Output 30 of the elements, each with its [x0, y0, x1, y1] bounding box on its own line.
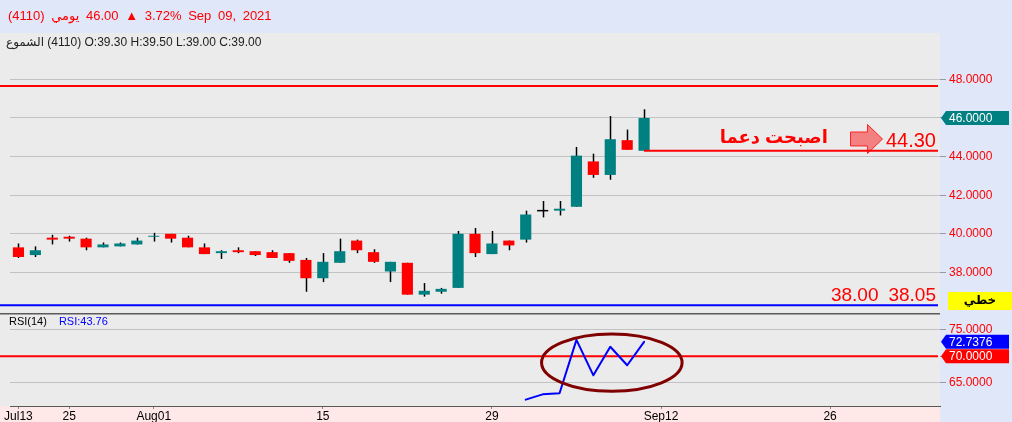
y-tick-label: 48.0000 [949, 71, 993, 86]
y-tick-label: 70.0000 [949, 349, 993, 364]
candlestick [469, 227, 481, 258]
y-tick-label: 38.0000 [949, 264, 993, 279]
chart-subtitle: RSI:43.76 [58, 315, 108, 328]
y-tick-label: 44.0000 [949, 148, 993, 163]
y-tick-label: 40.0000 [949, 226, 993, 241]
x-tick-label: 29 [485, 408, 499, 422]
ref-line-label: 44.30 [885, 128, 936, 151]
candlestick [334, 237, 346, 264]
annotation: اصبحت دعما [719, 126, 828, 147]
chart-title: RSI(14) [9, 315, 47, 328]
x-tick-label: 15 [316, 408, 330, 422]
annotation: 38.00 [830, 284, 879, 305]
y-tick-label: 75.0000 [949, 322, 993, 337]
candlestick [587, 152, 599, 179]
text: 46.0000 [949, 110, 993, 125]
y-axis-title: خطي [963, 293, 997, 308]
x-tick-label: Sep12 [643, 408, 679, 422]
x-tick-label: Jul13 [4, 408, 34, 422]
candlestick [300, 257, 312, 293]
candlestick [317, 252, 329, 283]
x-tick-label: Aug01 [136, 408, 172, 422]
y-tick-label: 65.0000 [949, 375, 993, 390]
candlestick [621, 128, 633, 151]
y-tick-label: 42.0000 [949, 187, 993, 202]
x-tick-label: 26 [823, 408, 838, 422]
text: 72.7376 [949, 334, 993, 349]
x-tick-label: 25 [62, 408, 77, 422]
annotation: 38.05 [888, 284, 936, 305]
